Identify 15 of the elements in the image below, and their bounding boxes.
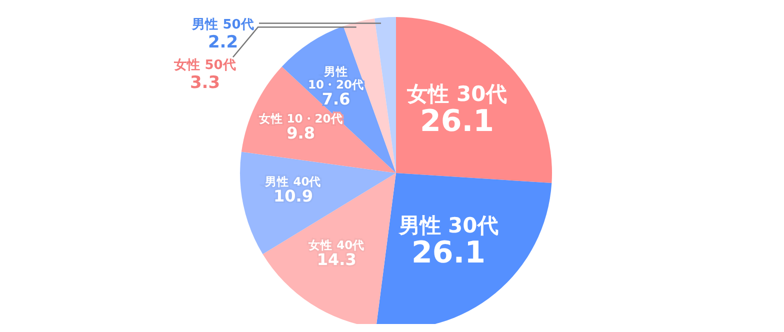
data-label: 14.3 [316, 250, 356, 270]
slice-label: 男性 40代 [264, 174, 322, 189]
slice-label: 女性 50代 [173, 58, 236, 74]
data-label: 2.2 [208, 32, 238, 52]
slice-label: 女性 40代 [308, 238, 365, 252]
slice-label: 男性 10・20代 [308, 64, 364, 92]
data-label: 10.9 [274, 186, 313, 206]
data-label: 7.6 [322, 90, 350, 109]
slice-label: 女性 30代 [406, 82, 507, 106]
data-label: 9.8 [286, 124, 315, 143]
data-label: 26.1 [412, 236, 486, 271]
data-label: 26.1 [420, 104, 494, 140]
data-label: 3.3 [190, 73, 220, 94]
slice-label: 男性 50代 [191, 17, 254, 32]
slice-label: 男性 30代 [398, 214, 498, 238]
